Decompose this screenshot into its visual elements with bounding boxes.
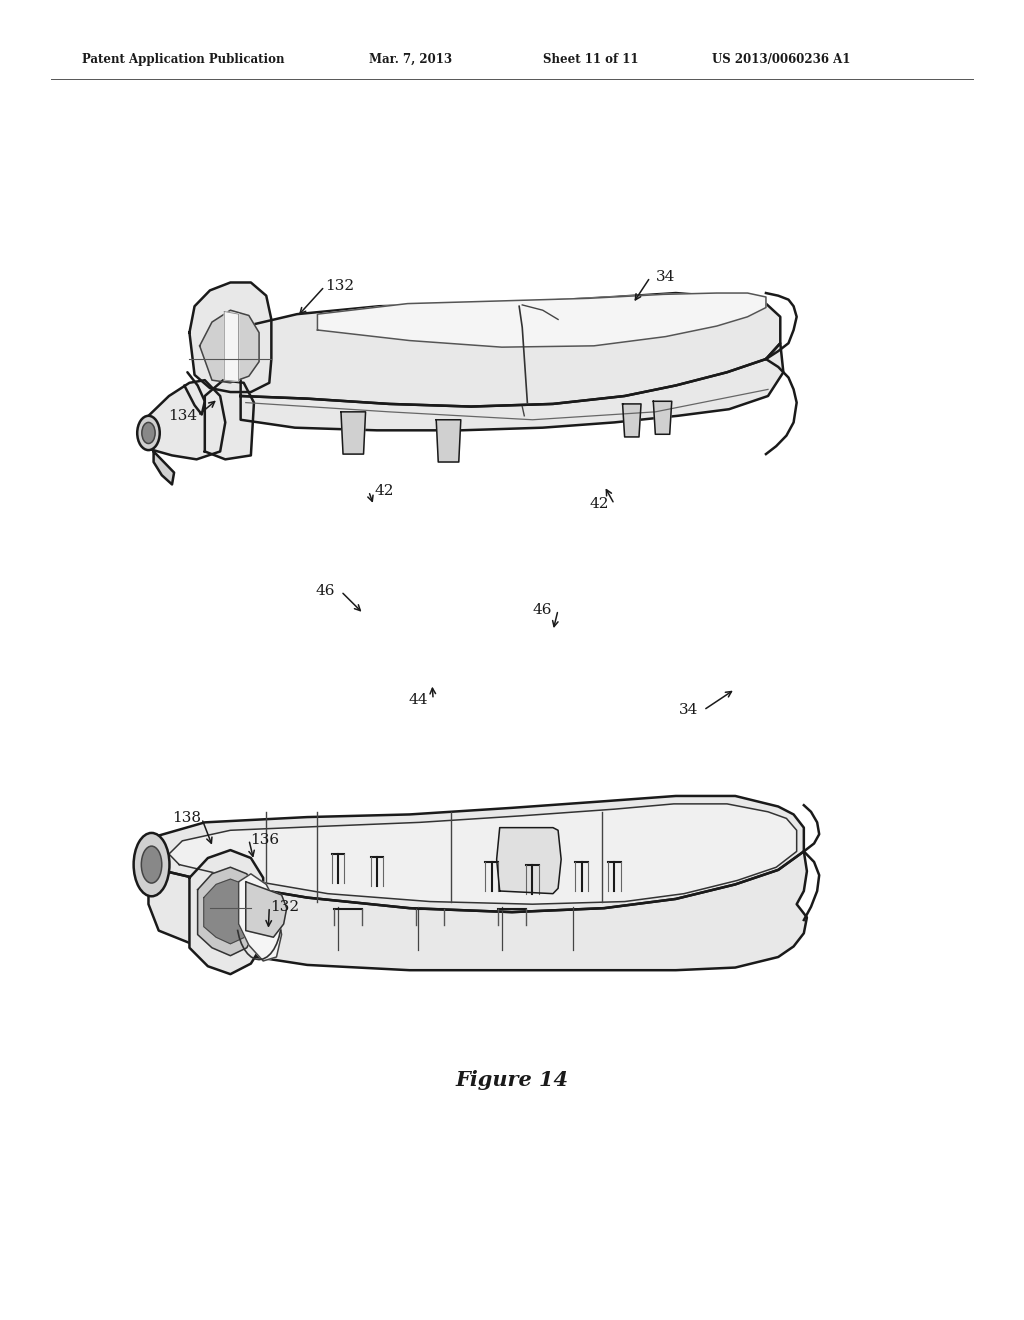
Text: 34: 34: [679, 704, 697, 717]
Polygon shape: [241, 343, 783, 430]
Polygon shape: [436, 420, 461, 462]
Polygon shape: [239, 874, 282, 961]
Polygon shape: [653, 401, 672, 434]
Text: Figure 14: Figure 14: [456, 1069, 568, 1090]
Polygon shape: [204, 879, 251, 944]
Text: 46: 46: [315, 585, 336, 598]
Text: 132: 132: [326, 280, 354, 293]
Text: 42: 42: [589, 498, 609, 511]
Polygon shape: [189, 282, 271, 392]
Text: Sheet 11 of 11: Sheet 11 of 11: [543, 53, 638, 66]
Text: 44: 44: [408, 693, 428, 706]
Polygon shape: [497, 828, 561, 894]
Polygon shape: [224, 312, 239, 381]
Ellipse shape: [137, 416, 160, 450]
Polygon shape: [148, 380, 225, 459]
Polygon shape: [154, 451, 174, 484]
Text: 46: 46: [532, 603, 553, 616]
Polygon shape: [148, 796, 804, 912]
Polygon shape: [241, 293, 780, 407]
Polygon shape: [623, 404, 641, 437]
Text: 42: 42: [374, 484, 394, 498]
Text: 136: 136: [250, 833, 279, 846]
Polygon shape: [317, 293, 766, 347]
Text: US 2013/0060236 A1: US 2013/0060236 A1: [712, 53, 850, 66]
Polygon shape: [200, 310, 259, 383]
Ellipse shape: [141, 422, 156, 444]
Polygon shape: [198, 867, 255, 956]
Text: 138: 138: [172, 812, 201, 825]
Polygon shape: [341, 412, 366, 454]
Polygon shape: [189, 850, 263, 974]
Ellipse shape: [133, 833, 169, 896]
Polygon shape: [169, 804, 797, 904]
Text: 34: 34: [656, 271, 675, 284]
Polygon shape: [205, 380, 254, 459]
Text: Patent Application Publication: Patent Application Publication: [82, 53, 285, 66]
Polygon shape: [246, 882, 287, 937]
Ellipse shape: [141, 846, 162, 883]
Polygon shape: [148, 851, 807, 970]
Text: Mar. 7, 2013: Mar. 7, 2013: [369, 53, 452, 66]
Text: 132: 132: [270, 900, 299, 913]
Text: 134: 134: [168, 409, 197, 422]
